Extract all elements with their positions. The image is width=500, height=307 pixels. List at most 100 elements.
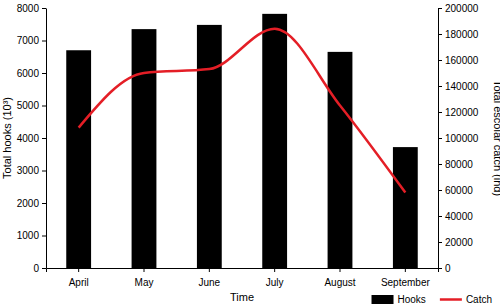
y-tick: 6000 — [17, 68, 46, 79]
x-tick: July — [266, 268, 284, 288]
y-tick-label: 1000 — [17, 230, 40, 241]
y-tick: 8000 — [17, 3, 46, 14]
y-tick-label: 7000 — [17, 35, 40, 46]
x-axis: April May June July August September — [47, 268, 439, 288]
y-tick-label: 4000 — [17, 133, 40, 144]
x-axis-line — [47, 269, 439, 273]
legend-item: Hooks — [372, 294, 426, 305]
line — [79, 29, 406, 193]
legend-label: Catch — [466, 294, 492, 305]
x-tick-label: June — [198, 277, 220, 288]
legend-item: Catch — [440, 294, 492, 305]
x-tick-mark — [405, 268, 406, 272]
legend: Hooks Catch — [372, 294, 492, 305]
y2-tick-mark — [438, 164, 442, 165]
y-tick-mark — [42, 8, 46, 9]
y-tick: 4000 — [17, 133, 46, 144]
y2-tick-label: 140000 — [445, 81, 479, 92]
x-tick-mark — [209, 268, 210, 272]
x-tick: June — [198, 268, 220, 288]
y-tick-mark — [42, 73, 46, 74]
y2-axis: 0 20000 40000 60000 80000 100000 120000 140000 1… — [438, 3, 479, 274]
bar — [66, 50, 91, 268]
y2-tick: 160000 — [438, 55, 479, 66]
bar — [328, 52, 353, 268]
y2-tick-mark — [438, 60, 442, 61]
y2-tick: 40000 — [438, 211, 473, 222]
y-tick: 5000 — [17, 100, 46, 111]
y2-tick-label: 60000 — [445, 185, 473, 196]
y2-tick-mark — [438, 86, 442, 87]
y-tick-mark — [42, 268, 46, 269]
y-tick-label: 5000 — [17, 100, 40, 111]
y2-tick: 60000 — [438, 185, 473, 196]
bar — [197, 25, 222, 268]
y2-tick: 140000 — [438, 81, 479, 92]
y2-tick-label: 120000 — [445, 107, 479, 118]
y-tick-label: 8000 — [17, 3, 40, 14]
y-tick: 3000 — [17, 165, 46, 176]
y2-tick: 20000 — [438, 237, 473, 248]
x-tick-mark — [78, 268, 79, 272]
marks — [66, 14, 417, 268]
y-axis: 0 1000 2000 3000 4000 5000 6000 7000 8000 — [17, 3, 47, 274]
y2-tick-mark — [438, 268, 442, 269]
plot: April May June July August September 0 1000 2000… — [17, 3, 479, 288]
bar — [393, 147, 418, 268]
y-tick: 0 — [33, 263, 46, 274]
bar — [132, 29, 157, 268]
x-tick: August — [324, 268, 355, 288]
x-tick: September — [381, 268, 431, 288]
y-tick: 7000 — [17, 35, 46, 46]
y2-tick-label: 100000 — [445, 133, 479, 144]
y2-tick-mark — [438, 190, 442, 191]
chart: April May June July August September 0 1000 2000… — [0, 0, 500, 307]
x-tick-mark — [274, 268, 275, 272]
y-tick-label: 2000 — [17, 198, 40, 209]
x-tick-label: July — [266, 277, 284, 288]
y2-tick: 120000 — [438, 107, 479, 118]
y2-tick-label: 180000 — [445, 29, 479, 40]
y-tick-label: 3000 — [17, 165, 40, 176]
y2-tick-mark — [438, 216, 442, 217]
y2-tick-label: 160000 — [445, 55, 479, 66]
y2-tick: 180000 — [438, 29, 479, 40]
y2-tick-label: 40000 — [445, 211, 473, 222]
y2-tick-mark — [438, 34, 442, 35]
y2-tick: 80000 — [438, 159, 473, 170]
y-tick-label: 6000 — [17, 68, 40, 79]
y-tick-mark — [42, 171, 46, 172]
y-tick-mark — [42, 138, 46, 139]
x-axis-title: Time — [230, 291, 254, 303]
legend-label: Hooks — [398, 294, 426, 305]
y-tick-label: 0 — [33, 263, 39, 274]
x-tick-label: April — [69, 277, 89, 288]
y-tick-mark — [42, 236, 46, 237]
y2-tick: 200000 — [438, 3, 479, 14]
y2-tick-label: 200000 — [445, 3, 479, 14]
y2-axis-title: Total escolar catch (ind) — [492, 80, 500, 196]
x-tick-mark — [144, 268, 145, 272]
y-axis-line — [46, 9, 47, 269]
y-tick: 2000 — [17, 198, 46, 209]
y2-tick-label: 80000 — [445, 159, 473, 170]
y2-tick-mark — [438, 138, 442, 139]
y-axis-title: Total hooks (10³) — [1, 97, 13, 179]
y2-tick: 0 — [438, 263, 451, 274]
x-tick: May — [135, 268, 154, 288]
y2-tick-mark — [438, 8, 442, 9]
y-tick: 1000 — [17, 230, 46, 241]
y2-tick-label: 0 — [445, 263, 451, 274]
y-tick-mark — [42, 203, 46, 204]
y2-tick: 100000 — [438, 133, 479, 144]
y2-tick-mark — [438, 242, 442, 243]
x-tick-label: August — [324, 277, 355, 288]
x-tick-label: September — [381, 277, 431, 288]
x-tick-label: May — [135, 277, 154, 288]
y-tick-mark — [42, 106, 46, 107]
legend-swatch — [440, 298, 462, 301]
x-tick-mark — [340, 268, 341, 272]
x-tick: April — [69, 268, 89, 288]
bar — [262, 14, 287, 268]
y-tick-mark — [42, 41, 46, 42]
